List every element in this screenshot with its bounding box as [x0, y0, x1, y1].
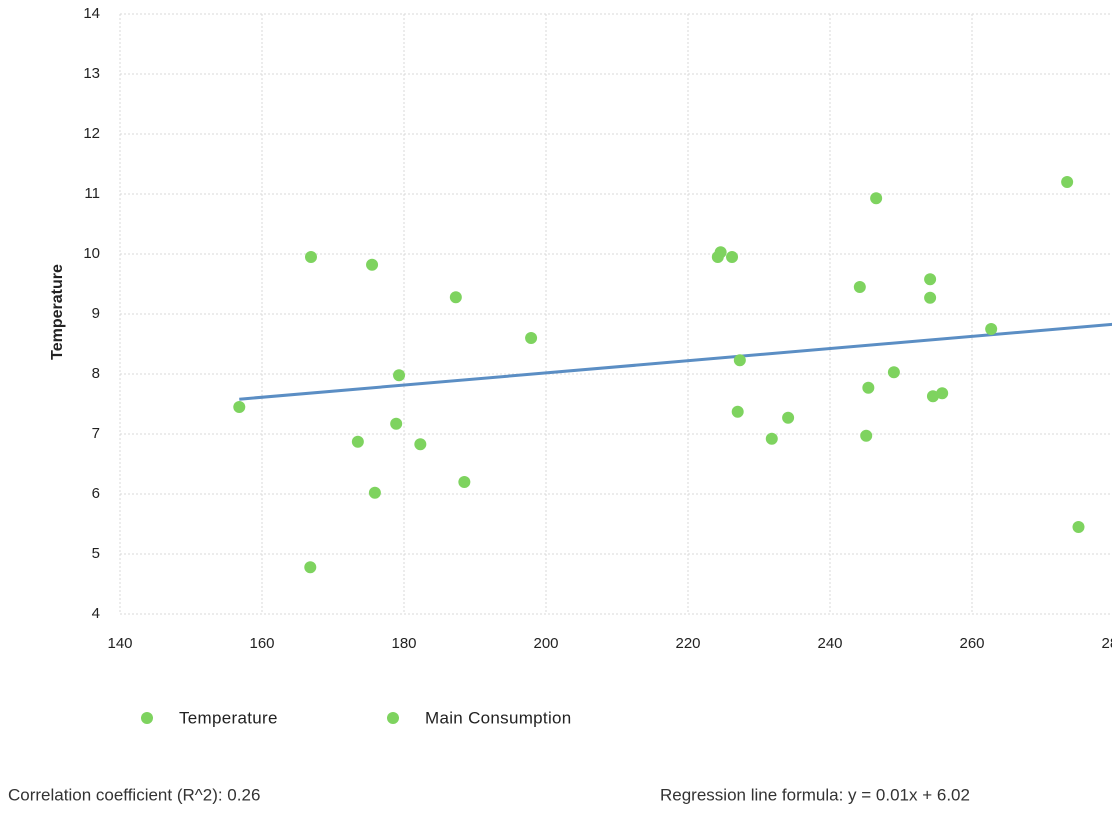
scatter-point	[870, 192, 883, 205]
y-axis-title: Temperature	[49, 264, 66, 360]
scatter-point	[924, 273, 937, 286]
scatter-point	[1061, 176, 1074, 188]
scatter-point	[714, 246, 727, 259]
scatter-point	[926, 390, 939, 403]
legend-marker	[141, 712, 153, 724]
x-tick-label: 220	[675, 635, 700, 652]
scatter-point	[860, 429, 873, 442]
scatter-point	[924, 291, 937, 304]
y-tick-label: 5	[92, 545, 100, 562]
scatter-point	[887, 366, 900, 379]
scatter-point	[733, 354, 746, 367]
y-tick-label: 7	[92, 425, 100, 442]
y-tick-label: 13	[83, 65, 100, 82]
scatter-point	[936, 387, 949, 400]
scatter-point	[853, 281, 866, 293]
correlation-text: Correlation coefficient (R^2): 0.26	[8, 785, 260, 804]
scatter-point	[731, 405, 744, 418]
x-tick-label: 180	[391, 635, 416, 652]
y-tick-label: 11	[84, 185, 100, 202]
scatter-point	[366, 258, 379, 271]
x-tick-label: 140	[107, 635, 132, 652]
scatter-point	[449, 291, 462, 304]
regression-line	[239, 322, 1112, 401]
scatter-point	[304, 561, 317, 574]
scatter-point	[1072, 521, 1085, 533]
x-tick-label: 200	[533, 635, 558, 652]
x-tick-label: 280	[1101, 635, 1112, 652]
legend-marker	[387, 712, 399, 724]
x-tick-label: 240	[817, 635, 842, 652]
scatter-point	[985, 323, 998, 335]
y-tick-label: 4	[92, 605, 100, 622]
scatter-point	[414, 438, 427, 451]
scatter-point	[765, 432, 778, 445]
y-tick-label: 6	[92, 485, 100, 502]
scatter-point	[233, 401, 246, 413]
scatter-point	[368, 486, 381, 499]
y-tick-label: 12	[83, 125, 100, 142]
legend-label: Main Consumption	[425, 708, 572, 727]
scatter-point	[525, 332, 538, 344]
scatter-point	[862, 381, 875, 394]
regression-formula: Regression line formula: y = 0.01x + 6.0…	[660, 785, 970, 804]
y-tick-label: 8	[92, 365, 100, 382]
legend-label: Temperature	[179, 708, 278, 727]
scatter-point	[393, 369, 406, 382]
y-tick-label: 9	[92, 305, 100, 322]
x-tick-label: 160	[249, 635, 274, 652]
scatter-point	[351, 435, 364, 448]
scatter-point	[304, 251, 317, 263]
scatter-point	[458, 476, 471, 488]
x-tick-label: 260	[959, 635, 984, 652]
scatter-point	[390, 417, 403, 430]
y-tick-label: 14	[83, 5, 100, 22]
y-tick-label: 10	[83, 245, 100, 262]
scatter-point	[726, 251, 739, 263]
scatter-point	[782, 411, 795, 424]
